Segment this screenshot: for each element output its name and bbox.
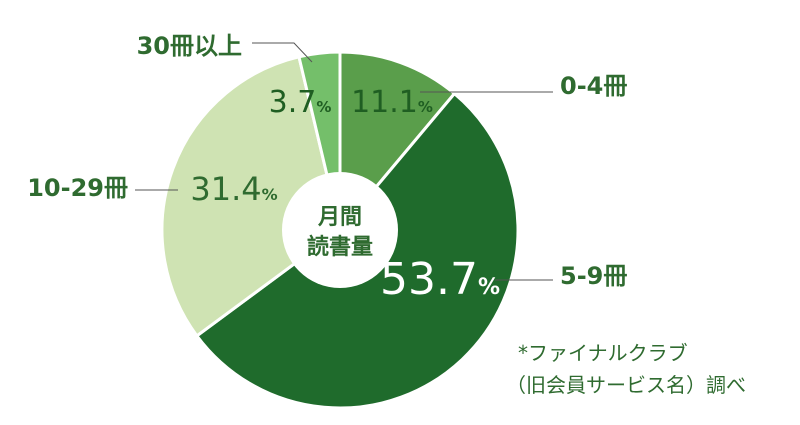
- value-labels: 11.1% 53.7% 31.4% 3.7%: [190, 85, 500, 305]
- category-label-3: 10-29冊: [27, 174, 128, 202]
- value-label-2: 53.7%: [380, 254, 500, 305]
- pie-slice-3: [160, 54, 342, 338]
- leader-lines: [135, 42, 553, 281]
- category-label-2: 5-9冊: [560, 262, 627, 290]
- value-label-1: 11.1%: [351, 85, 433, 120]
- value-label-4: 3.7%: [269, 85, 332, 120]
- center-label-line-2: 読書量: [307, 234, 373, 260]
- center-circle: [282, 172, 398, 288]
- source-note-line2: （旧会員サービス名）調べ: [506, 373, 746, 397]
- value-label-3: 31.4%: [190, 170, 277, 208]
- category-label-4: 30冊以上: [137, 32, 242, 60]
- center-label-line-1: 月間: [317, 205, 362, 230]
- source-note-line1: *ファイナルクラブ: [518, 341, 688, 365]
- category-labels: 0-4冊 5-9冊 10-29冊 30冊以上: [27, 32, 627, 290]
- category-label-1: 0-4冊: [560, 72, 627, 100]
- leader-line-4: [252, 42, 313, 63]
